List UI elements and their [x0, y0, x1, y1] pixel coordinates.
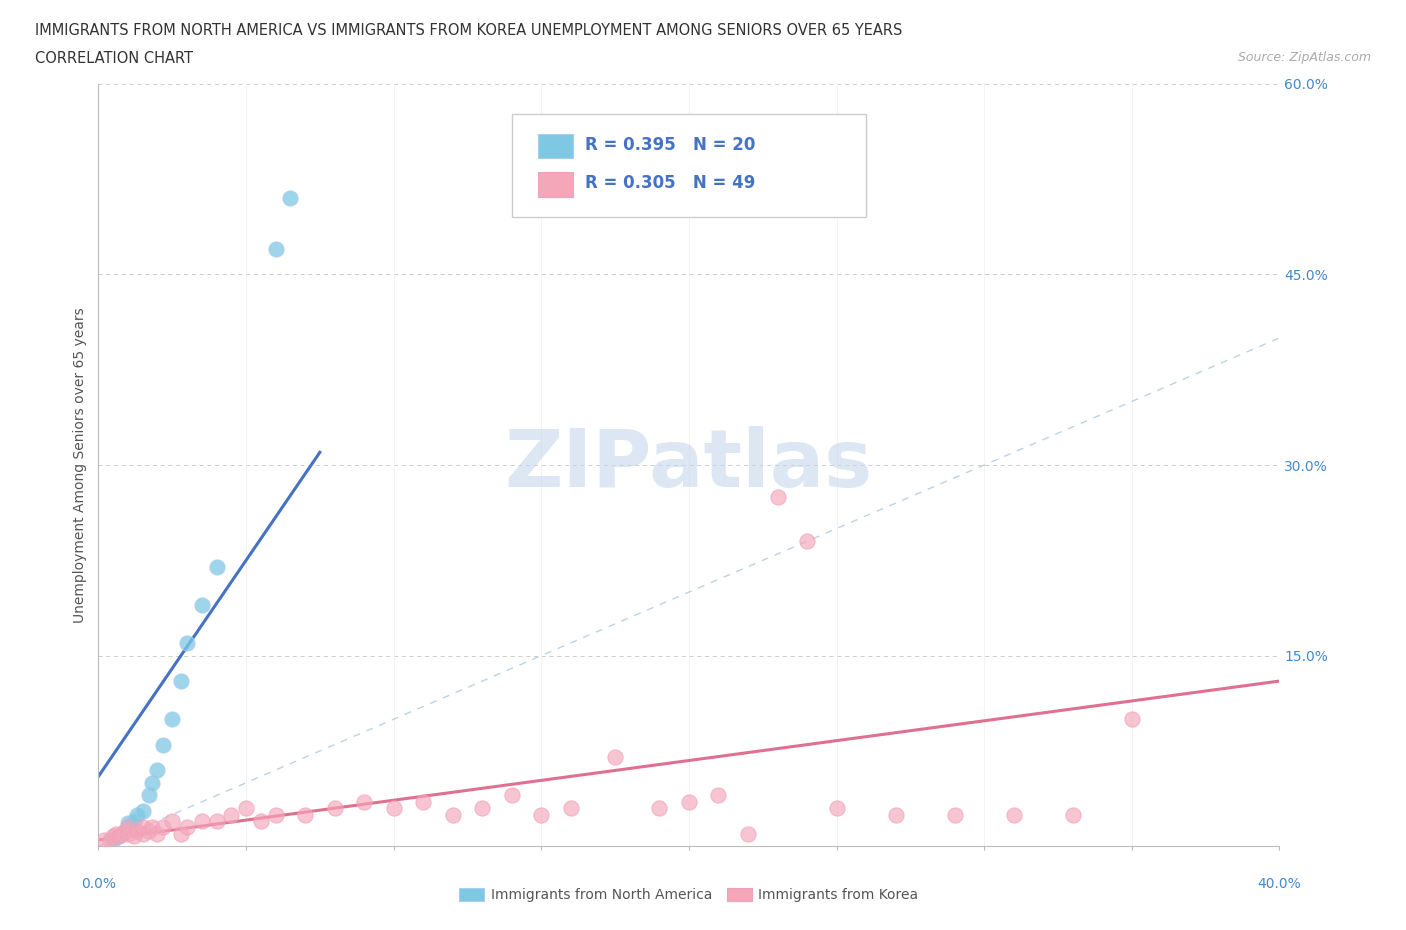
- Point: [353, 794, 375, 809]
- Point: [191, 597, 214, 612]
- Point: [132, 804, 155, 818]
- Point: [162, 711, 183, 726]
- Point: [138, 788, 160, 803]
- Point: [250, 814, 273, 829]
- Point: [117, 816, 139, 830]
- Point: [117, 820, 139, 835]
- Point: [707, 788, 730, 803]
- Point: [141, 776, 163, 790]
- Point: [678, 794, 700, 809]
- Point: [560, 801, 582, 816]
- Point: [146, 763, 169, 777]
- Point: [125, 807, 148, 822]
- Point: [737, 826, 759, 841]
- Point: [264, 242, 287, 257]
- Text: ZIPatlas: ZIPatlas: [505, 426, 873, 504]
- Point: [93, 832, 115, 847]
- Point: [162, 814, 183, 829]
- Point: [103, 829, 125, 844]
- Point: [111, 826, 134, 841]
- Text: CORRELATION CHART: CORRELATION CHART: [35, 51, 193, 66]
- Text: 0.0%: 0.0%: [82, 877, 115, 891]
- FancyBboxPatch shape: [537, 172, 574, 196]
- Point: [111, 826, 134, 841]
- Point: [441, 807, 464, 822]
- Point: [170, 673, 193, 688]
- Point: [471, 801, 494, 816]
- Point: [114, 824, 136, 839]
- Legend: Immigrants from North America, Immigrants from Korea: Immigrants from North America, Immigrant…: [454, 883, 924, 908]
- FancyBboxPatch shape: [512, 114, 866, 218]
- Point: [117, 820, 139, 835]
- Point: [205, 559, 228, 574]
- FancyBboxPatch shape: [537, 134, 574, 158]
- Point: [98, 832, 121, 847]
- Point: [108, 829, 131, 844]
- Point: [766, 489, 789, 504]
- Point: [884, 807, 907, 822]
- Point: [382, 801, 405, 816]
- Point: [412, 794, 434, 809]
- Point: [825, 801, 848, 816]
- Point: [105, 826, 128, 841]
- Point: [132, 826, 155, 841]
- Point: [176, 820, 198, 835]
- Point: [122, 829, 145, 844]
- Point: [1002, 807, 1025, 822]
- Point: [125, 824, 148, 839]
- Point: [132, 820, 155, 835]
- Point: [205, 814, 228, 829]
- Text: 40.0%: 40.0%: [1257, 877, 1302, 891]
- Point: [146, 826, 169, 841]
- Point: [191, 814, 214, 829]
- Point: [141, 820, 163, 835]
- Y-axis label: Unemployment Among Seniors over 65 years: Unemployment Among Seniors over 65 years: [73, 307, 87, 623]
- Point: [796, 534, 818, 549]
- Text: R = 0.395   N = 20: R = 0.395 N = 20: [585, 136, 755, 153]
- Point: [176, 635, 198, 650]
- Point: [170, 826, 193, 841]
- Text: R = 0.305   N = 49: R = 0.305 N = 49: [585, 174, 755, 192]
- Point: [114, 824, 136, 839]
- Point: [138, 824, 160, 839]
- Point: [219, 807, 242, 822]
- Point: [278, 191, 302, 206]
- Point: [1062, 807, 1084, 822]
- Point: [264, 807, 287, 822]
- Point: [152, 820, 174, 835]
- Point: [235, 801, 257, 816]
- Point: [530, 807, 553, 822]
- Point: [501, 788, 523, 803]
- Point: [294, 807, 316, 822]
- Point: [943, 807, 966, 822]
- Point: [117, 826, 139, 841]
- Point: [108, 829, 131, 844]
- Point: [122, 814, 145, 829]
- Point: [323, 801, 346, 816]
- Point: [605, 750, 627, 764]
- Point: [152, 737, 174, 752]
- Point: [648, 801, 671, 816]
- Text: IMMIGRANTS FROM NORTH AMERICA VS IMMIGRANTS FROM KOREA UNEMPLOYMENT AMONG SENIOR: IMMIGRANTS FROM NORTH AMERICA VS IMMIGRA…: [35, 23, 903, 38]
- Point: [1121, 711, 1143, 726]
- Point: [103, 832, 125, 847]
- Text: Source: ZipAtlas.com: Source: ZipAtlas.com: [1237, 51, 1371, 64]
